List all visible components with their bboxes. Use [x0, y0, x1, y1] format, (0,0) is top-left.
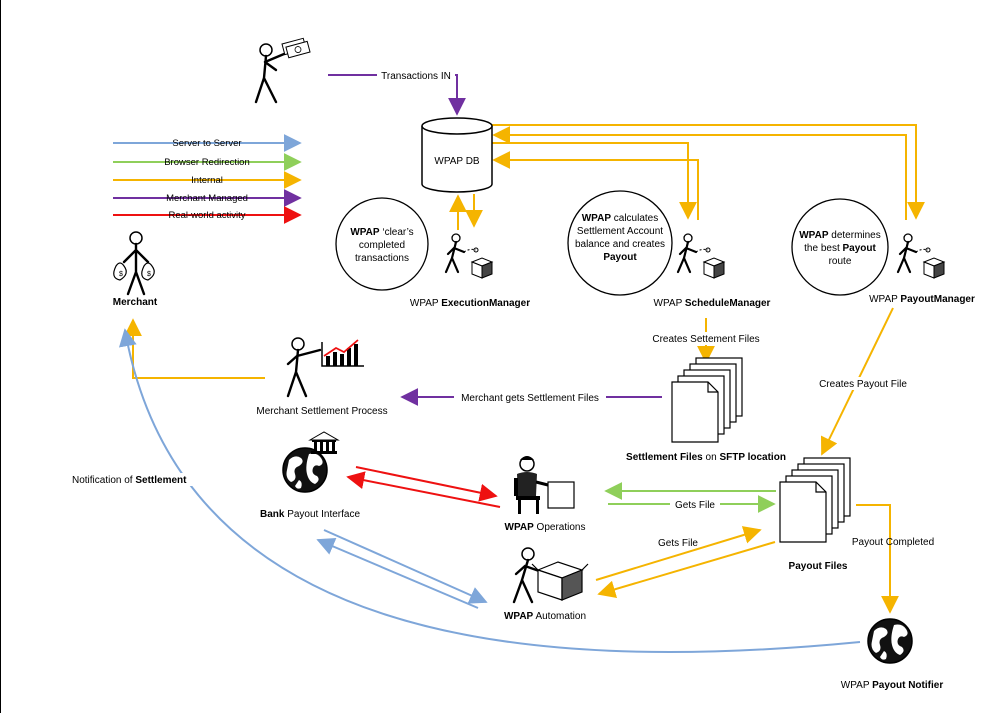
edge-creates-payout-file: Creates Payout File [815, 307, 911, 456]
edge-label-gets-file-auto: Gets File [658, 538, 698, 549]
edge-bank-operations [346, 466, 501, 508]
edge-bank-automation [316, 529, 488, 609]
edge-settlement-to-merchant [124, 318, 265, 379]
person-with-money-icon [254, 37, 311, 104]
globe-bank-icon [282, 431, 340, 493]
automation-label: WPAP Automation [504, 611, 586, 622]
person-with-box-icon [444, 232, 494, 280]
svg-text:WPAP ‘clear’s: WPAP ‘clear’s [350, 227, 413, 238]
edge-label-transactions-in: Transactions IN [381, 71, 451, 82]
legend-label: Real-world activity [168, 210, 245, 221]
svg-text:Payout: Payout [603, 252, 637, 263]
svg-text:balance and creates: balance and creates [575, 239, 665, 250]
legend-item-real-world: Real-world activity [113, 206, 302, 224]
person-with-chart-icon [286, 337, 364, 398]
legend-item-server: Server to Server [113, 134, 302, 152]
bank-payout-label: Bank Payout Interface [260, 509, 360, 520]
legend-item-internal: Internal [113, 171, 302, 189]
person-with-box-icon [896, 232, 946, 280]
payout-manager-label: WPAP PayoutManager [869, 294, 975, 305]
execution-manager-label: WPAP ExecutionManager [410, 298, 530, 309]
legend-label: Internal [191, 175, 223, 186]
person-with-box-icon [512, 547, 589, 604]
svg-text:$: $ [119, 271, 123, 278]
person-with-box-icon [676, 232, 726, 280]
operations-label: WPAP Operations [505, 522, 586, 533]
legend-label: Server to Server [172, 138, 241, 149]
svg-text:WPAP calculates: WPAP calculates [582, 213, 659, 224]
edge-db-schedule [492, 142, 699, 220]
payout-files-label: Payout Files [789, 561, 848, 572]
legend-label: Browser Redirection [164, 157, 250, 168]
payout-notifier-label: WPAP Payout Notifier [841, 680, 944, 691]
svg-text:completed: completed [359, 240, 405, 251]
document-stack-icon [671, 357, 743, 443]
edge-label-gets-file-ops: Gets File [675, 500, 715, 511]
edge-merchant-gets-settlement: Merchant gets Settlement Files [400, 388, 662, 406]
merchant-moneybags-icon: $ $ [113, 231, 155, 296]
edge-label-creates-settlement: Creates Settement Files [652, 334, 759, 345]
svg-text:transactions: transactions [355, 253, 409, 264]
edge-notification: Notification of Settlement [72, 328, 861, 654]
legend-item-merchant-managed: Merchant Managed [113, 189, 302, 207]
operator-computer-icon [514, 456, 575, 514]
edge-label-creates-payout: Creates Payout File [819, 379, 907, 390]
schedule-bubble: WPAP calculates Settlement Account balan… [567, 190, 673, 296]
edge-creates-settlement-files: Creates Settement Files [648, 318, 764, 364]
edge-transactions-in: Transactions IN [328, 69, 466, 116]
schedule-manager-label: WPAP ScheduleManager [654, 298, 771, 309]
execution-bubble: WPAP ‘clear’s completed transactions [335, 197, 429, 291]
document-stack-icon [779, 457, 851, 543]
svg-text:WPAP determines: WPAP determines [799, 230, 881, 241]
edge-automation-payout-files: Gets File [595, 526, 776, 599]
edge-db-payout-manager [492, 124, 925, 220]
svg-text:$: $ [147, 271, 151, 278]
globe-icon [867, 618, 913, 664]
merchant-settlement-label: Merchant Settlement Process [256, 406, 387, 417]
edge-payout-completed: Payout Completed [852, 504, 934, 614]
payout-route-bubble: WPAP determines the best Payout route [791, 198, 889, 296]
database-icon: WPAP DB [421, 117, 493, 193]
legend-label: Merchant Managed [166, 193, 248, 204]
svg-text:the best Payout: the best Payout [804, 243, 876, 254]
edge-db-execution [449, 194, 483, 230]
edge-label-notification: Notification of Settlement [72, 475, 187, 486]
legend: Server to Server Browser Redirection Int… [113, 134, 302, 224]
legend-item-browser: Browser Redirection [113, 153, 302, 171]
svg-text:Settlement Account: Settlement Account [577, 226, 663, 237]
edge-label-merchant-gets: Merchant gets Settlement Files [461, 393, 599, 404]
svg-text:route: route [829, 256, 852, 267]
edge-operations-payout-files: Gets File [604, 482, 776, 513]
edge-label-payout-completed: Payout Completed [852, 537, 934, 548]
db-label: WPAP DB [434, 156, 480, 167]
merchant-label: Merchant [113, 297, 158, 308]
settlement-files-label: Settlement Files on SFTP location [626, 452, 786, 463]
